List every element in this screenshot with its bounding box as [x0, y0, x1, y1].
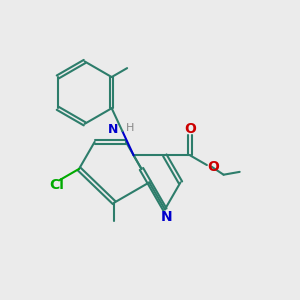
- Text: N: N: [107, 123, 118, 136]
- Text: N: N: [160, 210, 172, 224]
- Text: O: O: [184, 122, 196, 136]
- Text: Cl: Cl: [49, 178, 64, 192]
- Text: O: O: [208, 160, 219, 174]
- Text: H: H: [126, 123, 134, 133]
